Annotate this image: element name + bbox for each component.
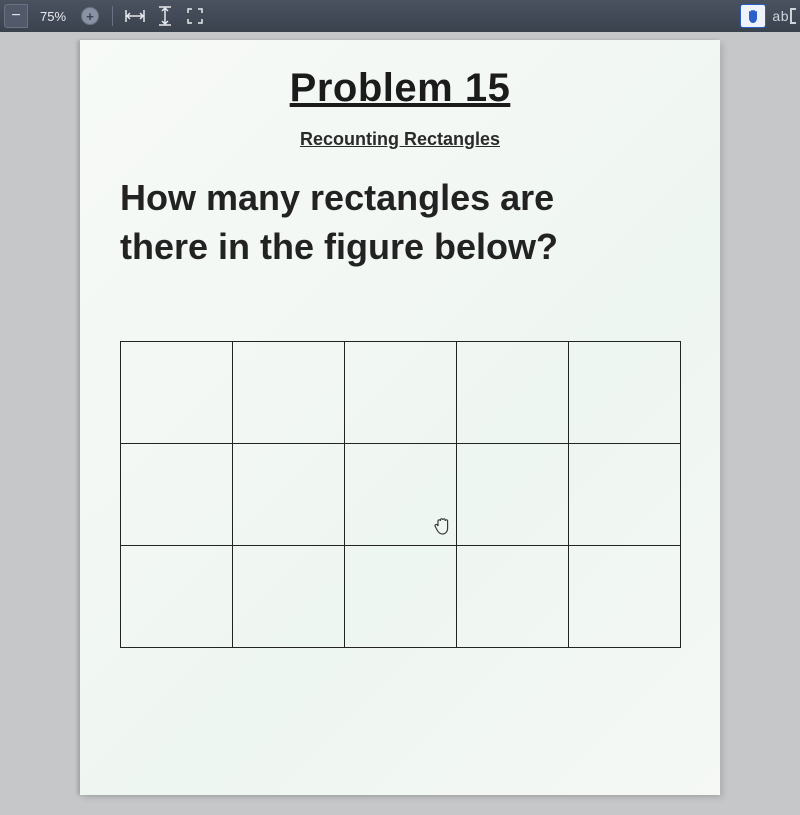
select-text-button[interactable]: ab (772, 8, 796, 24)
plus-icon: + (81, 7, 99, 25)
grid-cell (456, 444, 568, 546)
page-area: Problem 15 Recounting Rectangles How man… (0, 32, 800, 815)
hand-tool-button[interactable] (740, 4, 766, 28)
figure-wrapper (116, 341, 684, 648)
fit-width-icon (125, 9, 145, 23)
question-line-1: How many rectangles are (120, 174, 684, 223)
grid-cell (568, 546, 680, 648)
grid-cell (568, 444, 680, 546)
fit-width-button[interactable] (123, 4, 147, 28)
grid-cell (120, 342, 232, 444)
fullscreen-button[interactable] (183, 4, 207, 28)
zoom-in-button[interactable]: + (78, 4, 102, 28)
problem-subtitle: Recounting Rectangles (116, 129, 684, 150)
document-page: Problem 15 Recounting Rectangles How man… (80, 40, 720, 795)
fit-height-icon (158, 6, 172, 26)
question-text: How many rectangles are there in the fig… (116, 174, 684, 271)
hand-icon (745, 7, 761, 25)
grid-cell (456, 546, 568, 648)
select-text-label: ab (772, 8, 789, 24)
grid-cell (568, 342, 680, 444)
grid-cell (120, 546, 232, 648)
grid-cell (232, 444, 344, 546)
toolbar-right: ab (740, 4, 796, 28)
grid-cell (232, 546, 344, 648)
grid-cell (120, 444, 232, 546)
grid-cell (344, 342, 456, 444)
grid-cell (344, 444, 456, 546)
text-cursor-icon (790, 8, 796, 24)
problem-title: Problem 15 (116, 66, 684, 111)
grid-cell (344, 546, 456, 648)
grid-cell (232, 342, 344, 444)
toolbar-left: − 75% + (4, 4, 732, 28)
question-line-2: there in the figure below? (120, 223, 684, 272)
toolbar: − 75% + (0, 0, 800, 32)
grid-cell (456, 342, 568, 444)
fullscreen-icon (187, 8, 203, 24)
zoom-out-button[interactable]: − (4, 4, 28, 28)
toolbar-divider (112, 6, 113, 26)
fit-height-button[interactable] (153, 4, 177, 28)
minus-icon: − (11, 7, 20, 25)
zoom-level-text: 75% (34, 9, 72, 24)
rectangle-grid (120, 341, 681, 648)
